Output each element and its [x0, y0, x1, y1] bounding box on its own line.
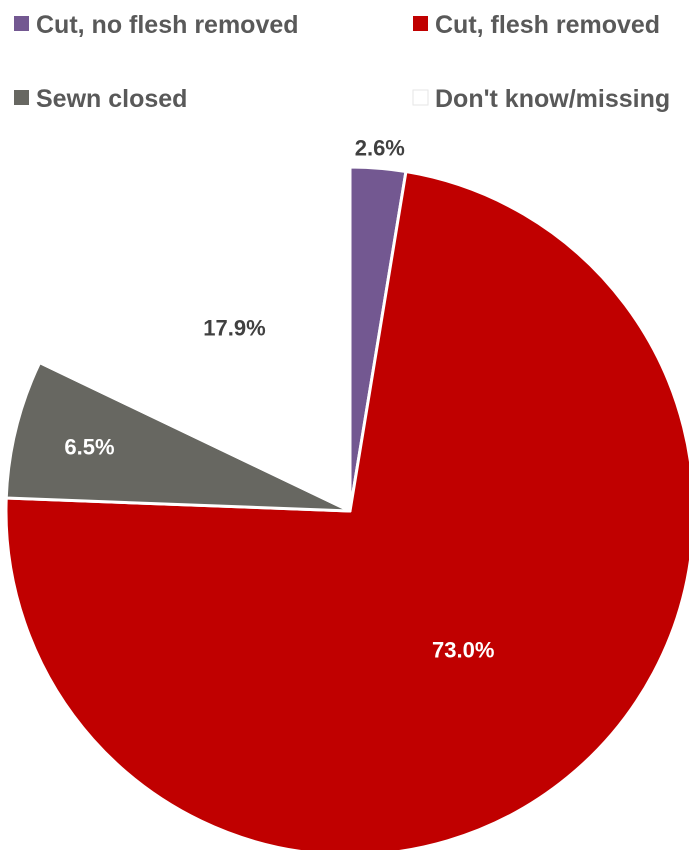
legend-swatch-cut-flesh-removed	[413, 16, 428, 31]
legend-entry-sewn-closed: Sewn closed	[14, 85, 187, 113]
legend-label-cut-no-flesh-removed: Cut, no flesh removed	[36, 11, 299, 39]
pie-slices	[4, 165, 689, 850]
pie-slice-cut-flesh-removed	[4, 170, 689, 850]
chart-legend: Cut, no flesh removed Cut, flesh removed…	[14, 11, 670, 113]
data-label-sewn-closed: 6.5%	[64, 435, 114, 460]
legend-label-dont-know-missing: Don't know/missing	[435, 85, 670, 113]
legend-entry-cut-no-flesh-removed: Cut, no flesh removed	[14, 11, 299, 39]
legend-entry-cut-flesh-removed: Cut, flesh removed	[413, 11, 660, 39]
legend-label-sewn-closed: Sewn closed	[36, 85, 187, 113]
legend-swatch-cut-no-flesh-removed	[14, 16, 29, 31]
legend-swatch-dont-know-missing	[412, 89, 429, 106]
data-label-cut-no-flesh-removed: 2.6%	[355, 136, 405, 161]
data-label-cut-flesh-removed: 73.0%	[432, 638, 494, 663]
pie-data-labels: 2.6% 73.0% 6.5% 17.9%	[64, 136, 494, 663]
legend-entry-dont-know-missing: Don't know/missing	[412, 85, 670, 113]
data-label-don-t-know-missing: 17.9%	[203, 316, 265, 341]
pie-slice-sewn-closed	[4, 361, 352, 513]
legend-label-cut-flesh-removed: Cut, flesh removed	[435, 11, 660, 39]
legend-swatch-sewn-closed	[14, 90, 29, 105]
pie-slice-don-t-know-missing	[38, 165, 352, 513]
